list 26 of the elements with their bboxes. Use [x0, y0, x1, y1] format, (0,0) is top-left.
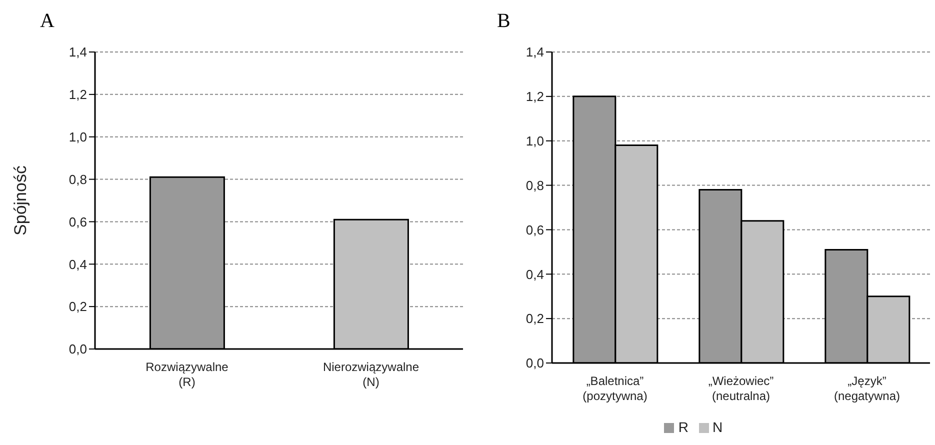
legend-label: R	[678, 419, 688, 435]
y-tick-label: 1,0	[68, 129, 87, 144]
y-tick-label: 0,6	[526, 222, 544, 238]
x-tick-label: Nierozwiązywalne (N)	[322, 360, 420, 389]
y-tick-label: 1,4	[526, 44, 544, 60]
y-tick-label: 0,2	[526, 311, 544, 326]
y-tick-label: 1,0	[526, 133, 544, 148]
y-tick-label: 0,8	[526, 178, 544, 193]
chart-title: B	[497, 10, 510, 33]
x-tick-label: „Wieżowiec” (neutralna)	[708, 374, 774, 403]
y-tick-label: 1,4	[68, 44, 87, 60]
y-tick-label: 0,8	[68, 172, 87, 187]
x-tick-label: Rozwiązywalne (R)	[146, 360, 229, 389]
y-tick-label: 0,0	[526, 356, 544, 371]
y-tick-label: 1,2	[526, 89, 544, 104]
y-axis-title: Spójność	[11, 165, 30, 236]
y-tick-label: 1,2	[68, 87, 87, 102]
y-tick-label: 0,2	[68, 299, 87, 314]
x-tick-label: „Baletnica” (pozytywna)	[582, 374, 648, 403]
y-tick-label: 0,4	[68, 256, 87, 272]
y-tick-label: 0,0	[68, 342, 87, 357]
y-tick-label: 0,4	[526, 266, 544, 282]
y-tick-label: 0,6	[68, 214, 87, 230]
x-tick-label: „Język” (negatywna)	[834, 374, 900, 403]
legend-label: N	[712, 419, 723, 435]
chart-title: A	[40, 10, 54, 33]
